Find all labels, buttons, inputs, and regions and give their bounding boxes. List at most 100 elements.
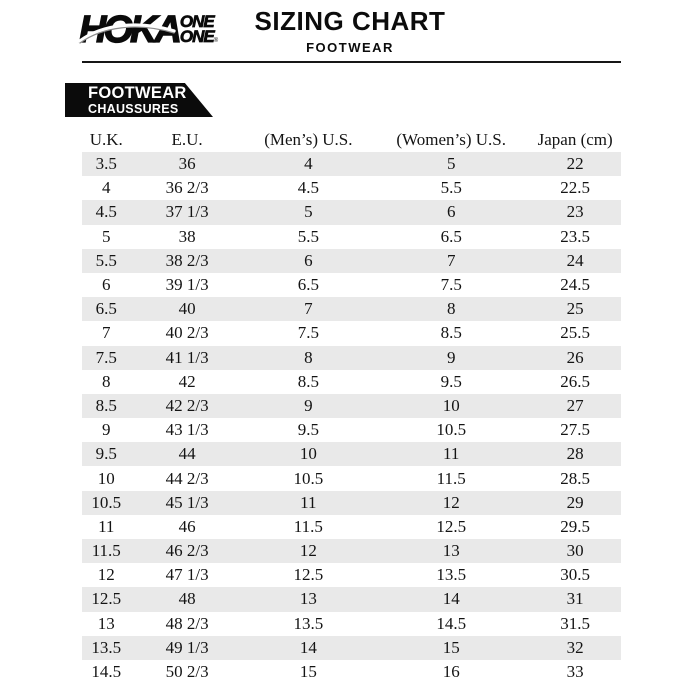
size-cell: 9 [304,395,313,415]
table-row: 6.5 40 7 8 25 [82,297,621,322]
size-cell: 41 1/3 [165,347,209,367]
size-cell: 31 [566,589,584,609]
table-row: 7.5 41 1/3 8 9 26 [82,345,621,370]
one-top-label: ONE [179,12,216,31]
size-cell: 12 [97,565,115,585]
size-cell: 10.5 [293,468,324,488]
size-cell: 22 [566,154,584,174]
size-table-body: 3.5 36 4 5 22 4 36 2/3 4.5 5.5 22.5 4.5 37 1/3 5 6 23 5… [82,152,621,684]
size-cell: 22.5 [560,178,591,198]
table-row: 9 43 1/3 9.5 10.5 27.5 [82,418,621,442]
size-cell: 3.5 [95,154,117,174]
size-cell: 8 [446,299,456,319]
size-cell: 10 [442,395,460,415]
footwear-banner: FOOTWEAR CHAUSSURES [65,83,213,117]
size-cell: 14.5 [91,662,122,682]
size-cell: 40 2/3 [165,323,209,343]
table-row: 8.5 42 2/3 9 10 27 [82,393,621,419]
table-row: 13 48 2/3 13.5 14.5 31.5 [82,612,621,636]
size-cell: 30 [566,541,584,561]
size-cell: 8.5 [95,395,117,415]
size-cell: 8 [304,347,313,367]
banner-title: FOOTWEAR [88,83,187,102]
size-cell: 8.5 [440,323,462,343]
size-cell: 7.5 [297,323,319,343]
size-cell: 23 [566,202,584,222]
size-cell: 32 [566,637,584,657]
size-cell: 6 [446,202,456,222]
size-cell: 4 [102,178,111,198]
size-cell: 12 [299,541,317,561]
size-cell: 5.5 [297,226,319,246]
title-block: SIZING CHART FOOTWEAR [255,7,446,55]
size-cell: 4 [304,154,313,174]
size-cell: 5.5 [95,250,117,270]
size-cell: 8.5 [297,371,319,391]
size-cell: 47 1/3 [165,565,209,585]
size-cell: 11.5 [91,541,121,561]
size-cell: 12.5 [91,589,122,609]
size-cell: 15 [299,662,317,682]
size-cell: 25 [566,299,584,319]
size-cell: 38 [178,226,196,246]
hoka-wordmark: HOKA [78,9,182,51]
size-cell: 13 [442,541,460,561]
size-cell: 9.5 [297,420,319,440]
column-header-uk: U.K. [89,129,123,149]
size-cell: 10 [97,468,115,488]
size-cell: 16 [442,662,460,682]
size-cell: 7.5 [95,347,117,367]
column-header-eu: E.U. [171,129,203,149]
column-header-womens-us: (Women’s) U.S. [396,129,506,149]
size-cell: 28.5 [560,468,591,488]
size-cell: 27.5 [560,420,591,440]
size-cell: 4.5 [95,202,117,222]
size-cell: 5 [102,226,111,246]
size-cell: 29.5 [560,516,591,536]
table-row: 13.5 49 1/3 14 15 32 [82,635,621,660]
table-row: 11 46 11.5 12.5 29.5 [82,515,621,539]
size-cell: 12.5 [293,565,324,585]
size-cell: 5 [446,154,456,174]
hoka-wordmark-wrap: HOKA [78,9,183,51]
size-cell: 36 2/3 [165,178,209,198]
size-cell: 11 [443,444,460,464]
size-cell: 14.5 [436,613,467,633]
one-one-wordmark: ONE ONE® [179,12,219,46]
page-subtitle: FOOTWEAR [306,39,394,55]
table-row: 12 47 1/3 12.5 13.5 30.5 [82,563,621,587]
header-row: U.K. E.U. (Men’s) U.S. (Women’s) U.S. Ja… [82,127,621,152]
size-cell: 30.5 [560,565,591,585]
size-cell: 24.5 [560,275,591,295]
size-cell: 14 [299,637,317,657]
size-cell: 10.5 [436,420,467,440]
size-cell: 6.5 [440,226,462,246]
banner-subtitle: CHAUSSURES [88,102,179,116]
header-divider [82,61,621,63]
size-cell: 11.5 [436,468,466,488]
size-cell: 9 [102,420,111,440]
size-cell: 13.5 [436,565,467,585]
column-header-japan-cm: Japan (cm) [537,129,613,149]
table-row: 5 38 5.5 6.5 23.5 [82,225,621,249]
size-cell: 24 [566,250,584,270]
size-cell: 4.5 [297,178,319,198]
size-cell: 13 [97,613,115,633]
size-cell: 46 [178,516,196,536]
table-row: 5.5 38 2/3 6 7 24 [82,248,621,273]
size-cell: 44 [178,444,196,464]
table-row: 14.5 50 2/3 15 16 33 [82,660,621,684]
size-cell: 31.5 [560,613,591,633]
size-cell: 26 [566,347,584,367]
size-cell: 11 [300,492,317,512]
size-cell: 6 [102,275,111,295]
size-cell: 8 [102,371,111,391]
size-cell: 7 [304,299,313,319]
size-cell: 43 1/3 [165,420,209,440]
size-cell: 6.5 [95,299,117,319]
size-cell: 6 [304,250,313,270]
size-cell: 28 [566,444,584,464]
size-cell: 37 1/3 [165,202,209,222]
size-cell: 42 [178,371,196,391]
size-cell: 33 [566,662,584,682]
